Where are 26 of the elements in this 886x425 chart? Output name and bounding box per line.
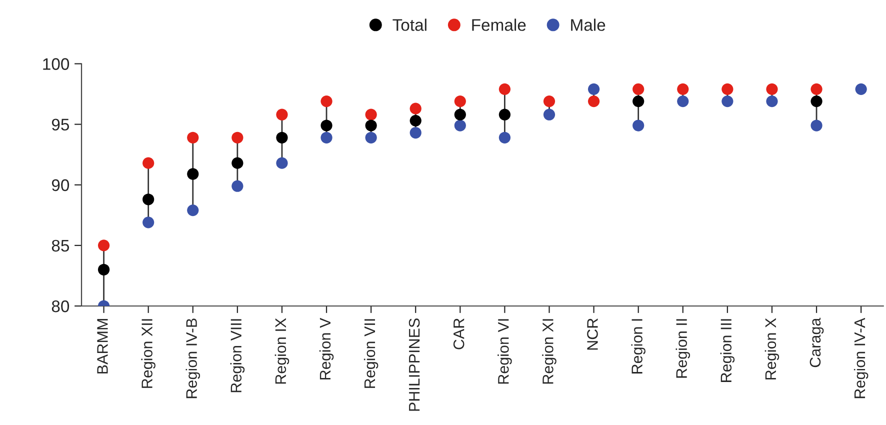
x-tick-label: Region XII [141, 319, 156, 388]
x-tick-label: Region IX [274, 318, 290, 384]
legend-label: Male [571, 18, 606, 31]
x-tick-label: Region IV-B [186, 318, 200, 398]
x-tick-label: Region V [319, 318, 334, 380]
x-tick-label: NCR [587, 318, 598, 350]
y-tick-label: 80 [52, 300, 70, 312]
legend-label: Total [392, 18, 426, 31]
x-tick-label: Region X [764, 318, 780, 380]
y-tick-label: 90 [52, 179, 70, 192]
y-tick-label: 95 [52, 118, 70, 131]
y-tick-label: 100 [43, 58, 70, 70]
x-tick-label: Caraga [810, 318, 824, 368]
x-tick-label: Region XI [542, 319, 556, 384]
x-tick-label: Region I [631, 319, 646, 374]
legend-label: Female [472, 18, 526, 31]
x-tick-label: Region VII [364, 319, 378, 388]
x-tick-label: Region III [720, 319, 735, 382]
x-tick-label: Region IV-A [854, 318, 868, 398]
x-tick-label: Region VIII [230, 319, 245, 392]
x-tick-label: Region VI [498, 319, 512, 384]
x-tick-label: CAR [453, 318, 464, 350]
x-tick-label: BARMM [97, 319, 108, 374]
x-tick-label: Region II [676, 319, 690, 378]
y-tick-label: 85 [52, 240, 70, 252]
x-tick-label: PHILIPPINES [408, 318, 420, 411]
